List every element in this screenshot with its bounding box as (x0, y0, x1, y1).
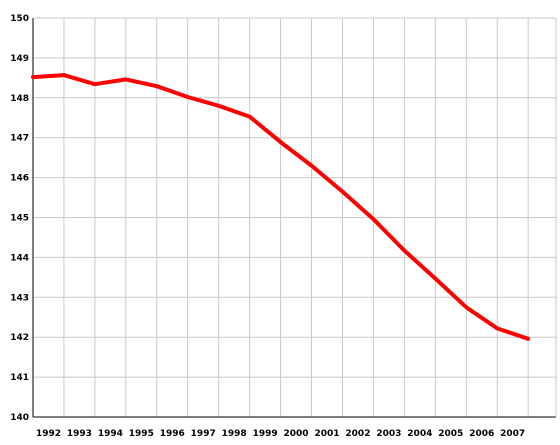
x-tick-label: 1997 (191, 429, 216, 439)
x-tick-label: 2007 (500, 429, 525, 439)
data-point (63, 74, 65, 76)
y-tick-label: 140 (10, 413, 29, 423)
data-point (403, 250, 405, 252)
x-tick-label: 2006 (469, 429, 494, 439)
y-tick-label: 143 (10, 293, 29, 303)
grid-layer (33, 17, 556, 418)
data-point (156, 85, 158, 87)
x-tick-label: 1992 (36, 429, 61, 439)
data-point (218, 105, 220, 107)
y-tick-label: 149 (10, 54, 29, 64)
x-tick-label: 2001 (314, 429, 339, 439)
data-point (465, 306, 467, 308)
y-tick-label: 146 (10, 174, 29, 184)
x-tick-label: 2005 (438, 429, 463, 439)
x-tick-label: 1995 (129, 429, 154, 439)
data-point (249, 116, 251, 118)
y-tick-label: 142 (10, 333, 29, 343)
y-tick-label: 141 (10, 373, 29, 383)
x-tick-label: 2002 (345, 429, 370, 439)
series-layer (31, 73, 531, 341)
y-tick-label: 144 (10, 253, 29, 263)
x-tick-label: 2003 (376, 429, 401, 439)
x-tick-label: 1994 (98, 429, 123, 439)
data-point (527, 338, 529, 340)
data-point (496, 327, 498, 329)
data-point (311, 165, 313, 167)
y-tick-label: 150 (10, 14, 29, 24)
x-tick-label: 1999 (253, 429, 278, 439)
data-point (434, 278, 436, 280)
data-point (187, 96, 189, 98)
data-point (94, 83, 96, 85)
axis-layer (32, 17, 557, 418)
y-tick-label: 148 (10, 94, 29, 104)
data-point (341, 191, 343, 193)
x-tick-label: 1993 (67, 429, 92, 439)
y-tick-label: 145 (10, 214, 29, 224)
x-tick-label: 2004 (407, 429, 432, 439)
y-tick-label: 147 (10, 134, 29, 144)
data-point (32, 76, 34, 78)
data-point (125, 78, 127, 80)
x-tick-label: 2000 (284, 429, 309, 439)
x-tick-label: 1998 (222, 429, 247, 439)
data-point (372, 218, 374, 220)
x-tick-label: 1996 (160, 429, 185, 439)
tick-label-layer: 140 141 142 143 144 145 146 147 148 149 150 1992 199… (10, 14, 525, 439)
data-point (280, 141, 282, 143)
